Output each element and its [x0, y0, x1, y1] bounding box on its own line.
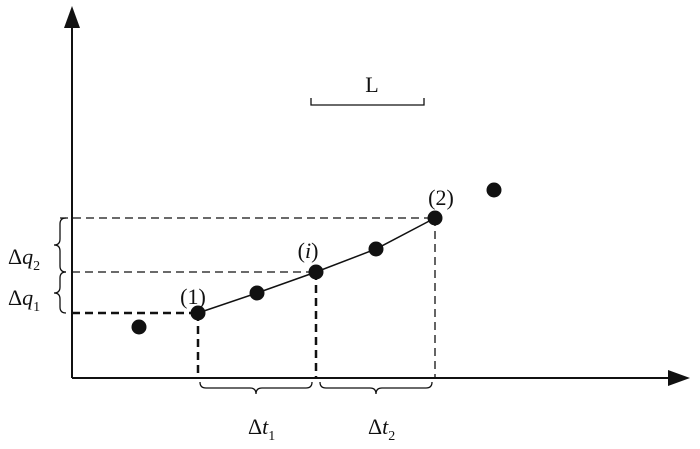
point — [190, 305, 206, 321]
paren: ( — [298, 238, 305, 263]
point — [368, 241, 384, 257]
delta-label: Δt1 — [248, 414, 275, 444]
brackets — [53, 98, 433, 395]
point — [131, 319, 147, 335]
index: i — [305, 238, 311, 263]
brace — [53, 271, 67, 314]
point-label: (i) — [298, 238, 319, 263]
x-arrow — [668, 370, 690, 386]
scale-label: L — [365, 72, 378, 97]
scale-bracket — [310, 98, 425, 106]
delta: Δ — [8, 244, 22, 269]
point — [308, 264, 324, 280]
sub: 1 — [268, 429, 275, 444]
delta: Δ — [8, 285, 22, 310]
axes — [64, 6, 690, 386]
point-label: (2) — [428, 185, 454, 210]
brace — [53, 217, 67, 273]
brace — [319, 381, 433, 395]
delta-label: Δq1 — [8, 285, 40, 315]
var: q — [22, 244, 33, 269]
y-arrow — [64, 6, 80, 28]
point — [427, 210, 443, 226]
sub: 2 — [388, 429, 395, 444]
delta: Δ — [368, 414, 382, 439]
point-label: (1) — [180, 284, 206, 309]
delta-label: Δt2 — [368, 414, 395, 444]
delta-label: Δq2 — [8, 244, 40, 274]
point — [249, 285, 265, 301]
sub: 1 — [33, 300, 40, 315]
paren: ) — [311, 238, 318, 263]
points — [131, 182, 502, 335]
var: q — [22, 285, 33, 310]
var: t — [382, 414, 389, 439]
var: t — [262, 414, 269, 439]
delta: Δ — [248, 414, 262, 439]
brace — [199, 381, 313, 395]
point — [486, 182, 502, 198]
sub: 2 — [33, 259, 40, 274]
guides — [60, 217, 436, 378]
